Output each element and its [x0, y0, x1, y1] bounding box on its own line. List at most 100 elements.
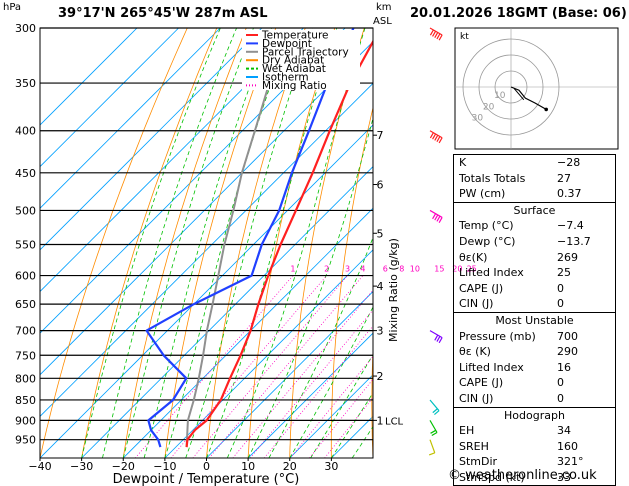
- surface-row: CIN (J) 0: [454, 296, 615, 312]
- datetime-title: 20.01.2026 18GMT (Base: 06): [410, 6, 627, 21]
- isotherm-line: [40, 28, 304, 293]
- mixing-ratio-value-label: 15: [434, 265, 444, 274]
- most-unstable-label: CIN (J): [459, 391, 494, 405]
- isotherm-line: [40, 28, 263, 251]
- dry-adiabat-line: [164, 28, 277, 458]
- mixing-ratio-value-label: 20: [452, 265, 462, 274]
- isotherm-line: [81, 166, 373, 458]
- pressure-tick-label: 350: [15, 77, 36, 90]
- hodograph-index-label: StmSpd (kt): [459, 470, 525, 484]
- most-unstable-value: 0: [557, 376, 564, 390]
- wind-barb-flag: [431, 431, 438, 437]
- hodograph-index-row: StmSpd (kt) 33: [454, 470, 615, 486]
- hodograph-section: Hodograph EH 34 SREH 160 StmDir 321° StmSpd (k…: [454, 406, 615, 486]
- wind-barb-flag: [438, 34, 443, 41]
- wind-barb-flag: [436, 33, 441, 40]
- wind-barb-flag: [434, 334, 439, 341]
- most-unstable-row: CIN (J) 0: [454, 391, 615, 407]
- x-tick-label: −40: [28, 460, 51, 473]
- km-tick-label: 4: [377, 280, 384, 293]
- isotherm-line: [40, 124, 373, 458]
- wind-barb-flag: [436, 136, 441, 142]
- indices-panel: K −28 Totals Totals 27 PW (cm) 0.37 Surface T…: [453, 154, 616, 486]
- mixing-ratio-value-label: 1: [290, 265, 295, 274]
- km-tick-label: 5: [377, 227, 384, 240]
- most-unstable-value: 700: [557, 329, 578, 343]
- isotherm-line: [40, 28, 346, 334]
- index-row: Totals Totals 27: [454, 171, 615, 187]
- wind-barb-flag: [434, 32, 439, 38]
- lcl-label: LCL: [385, 416, 404, 427]
- copyright: © weatheronline.co.uk: [448, 468, 597, 483]
- hodograph-index-label: SREH: [459, 439, 489, 453]
- hodograph-index-value: 34: [557, 424, 571, 438]
- hodograph-index-row: EH 34: [454, 423, 615, 439]
- wind-barb: [429, 420, 438, 437]
- index-row: K −28: [454, 155, 615, 171]
- isotherm-line: [40, 82, 373, 417]
- wind-barb: [429, 209, 443, 223]
- pressure-tick-label: 750: [15, 349, 36, 362]
- mixing-ratio-line: [289, 355, 373, 458]
- hpa-axis-label: hPa: [3, 2, 22, 13]
- index-value: 0.37: [557, 187, 582, 201]
- mixing-ratio-value-label: 2: [324, 265, 329, 274]
- surface-value: 269: [557, 250, 578, 264]
- most-unstable-label: Lifted Index: [459, 360, 524, 374]
- surface-section: Surface Temp (°C) −7.4 Dewp (°C) −13.7 θε(K)…: [454, 201, 615, 312]
- most-unstable-row: Pressure (mb) 700: [454, 329, 615, 345]
- dewpoint-line: [145, 28, 355, 448]
- pressure-tick-label: 700: [15, 325, 36, 338]
- mixing-ratio-line: [192, 275, 348, 458]
- wet-adiabat-line: [289, 306, 373, 458]
- index-label: PW (cm): [459, 187, 506, 201]
- isotherm-line: [289, 374, 373, 458]
- indices-box: K −28 Totals Totals 27 PW (cm) 0.37 Surface T…: [453, 154, 616, 486]
- wind-barb-flag: [428, 452, 435, 456]
- most-unstable-label: Pressure (mb): [459, 329, 536, 343]
- isotherm-line: [206, 290, 373, 458]
- pressure-tick-label: 400: [15, 125, 36, 138]
- hodograph-index-label: StmDir: [459, 455, 498, 469]
- mixing-ratio-value-label: 8: [399, 265, 404, 274]
- legend-label: Isotherm: [262, 72, 309, 84]
- x-tick-label: 30: [324, 460, 338, 473]
- sounding-profiles: [145, 28, 373, 448]
- wind-barb-flag: [438, 337, 443, 344]
- wind-barb-staff: [429, 439, 436, 454]
- wind-barb-flag: [436, 215, 441, 222]
- mixing-ratio-line: [134, 275, 294, 458]
- x-tick-label: −10: [153, 460, 176, 473]
- wind-barb-staff: [429, 420, 438, 433]
- surface-label: Temp (°C): [459, 219, 514, 233]
- surface-value: 0: [557, 281, 564, 295]
- surface-label: Dewp (°C): [459, 234, 516, 248]
- wet-adiabat-line: [331, 392, 373, 458]
- isotherm-line: [40, 28, 221, 209]
- wind-barb-flag: [438, 137, 443, 144]
- isotherm-line: [40, 28, 138, 126]
- surface-label: θε(K): [459, 250, 488, 264]
- surface-value: −7.4: [557, 219, 584, 233]
- most-unstable-value: 16: [557, 360, 571, 374]
- pressure-tick-label: 550: [15, 238, 36, 251]
- km-tick-label: 6: [377, 179, 384, 192]
- km-tick-label: 7: [377, 129, 384, 142]
- hodograph-index-value: 321°: [557, 455, 584, 469]
- pressure-tick-label: 650: [15, 298, 36, 311]
- surface-row: Dewp (°C) −13.7: [454, 234, 615, 250]
- legend-label: Dry Adiabat: [262, 55, 324, 67]
- surface-title: Surface: [513, 203, 556, 217]
- axis-labels: 1 2 3 4 6 8 10 15 20 2530035040045050055060065070…: [15, 22, 477, 486]
- parcel-trajectory-line: [185, 82, 271, 448]
- wind-barb-flag: [436, 336, 441, 342]
- wind-barb-flag: [434, 410, 440, 415]
- legend-background: [242, 30, 360, 90]
- surface-value: 0: [557, 297, 564, 311]
- wind-barb-flag: [438, 217, 443, 223]
- x-tick-label: −30: [70, 460, 93, 473]
- surface-row: θε(K) 269: [454, 250, 615, 266]
- mixing-ratio-axis-label: Mixing Ratio (g/kg): [387, 238, 400, 342]
